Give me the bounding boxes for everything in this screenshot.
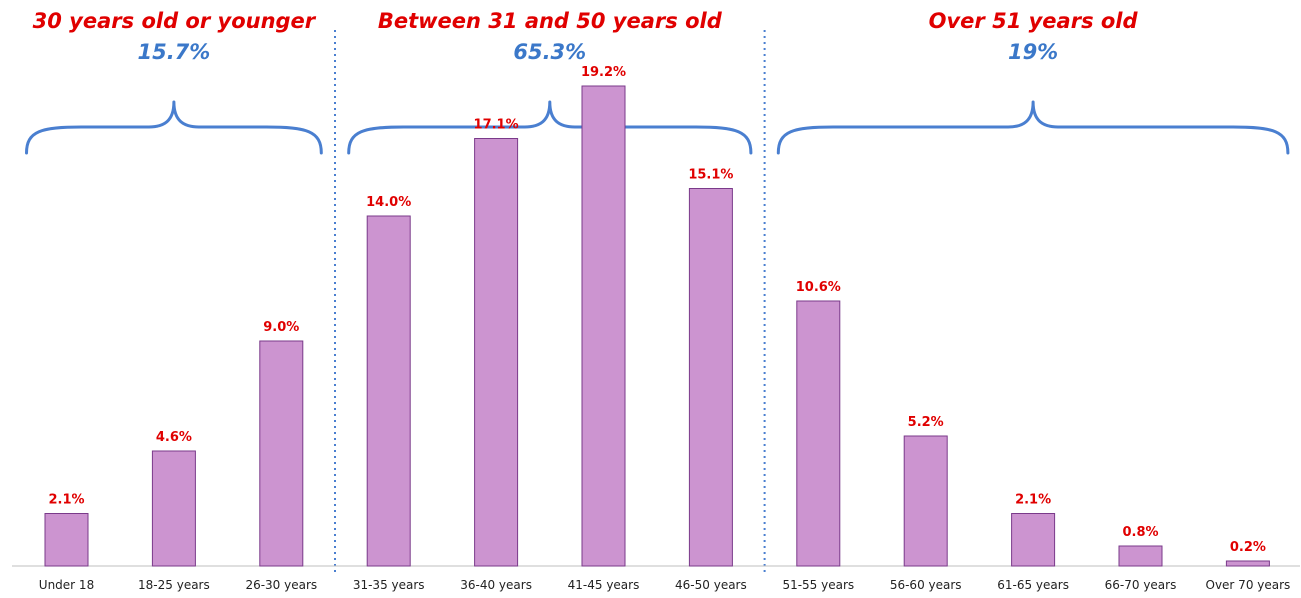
bar-3 [366, 215, 411, 567]
x-tick-label-4: 36-40 years [460, 578, 532, 592]
bar-value-label-5: 19.2% [581, 65, 626, 80]
bar-4 [474, 138, 519, 567]
bar-5 [581, 85, 626, 567]
bar-value-label-2: 9.0% [263, 320, 299, 335]
bar-value-label-0: 2.1% [48, 493, 84, 508]
bar-value-label-10: 0.8% [1122, 525, 1158, 540]
bar-9 [1011, 513, 1056, 567]
group-share-0: 15.7% [137, 40, 210, 64]
bar-value-label-7: 10.6% [796, 280, 841, 295]
group-title-0: 30 years old or younger [33, 9, 317, 33]
bar-8 [903, 435, 948, 567]
bar-value-label-11: 0.2% [1230, 540, 1266, 555]
bar-7 [796, 300, 841, 567]
x-tick-label-8: 56-60 years [890, 578, 962, 592]
bar-value-label-8: 5.2% [908, 415, 944, 430]
x-tick-label-10: 66-70 years [1105, 578, 1177, 592]
bar-1 [151, 450, 196, 567]
x-tick-label-1: 18-25 years [138, 578, 210, 592]
bar-11 [1225, 560, 1270, 567]
group-brace-2 [776, 100, 1290, 155]
x-tick-label-2: 26-30 years [245, 578, 317, 592]
group-brace-1 [347, 100, 753, 155]
group-share-1: 65.3% [513, 40, 586, 64]
x-tick-label-5: 41-45 years [568, 578, 640, 592]
bar-value-label-6: 15.1% [688, 168, 733, 183]
bar-0 [44, 513, 89, 567]
bar-value-label-1: 4.6% [156, 430, 192, 445]
x-tick-labels: Under 18 18-25 years 26-30 years 31-35 year… [39, 578, 1291, 592]
bar-value-label-3: 14.0% [366, 195, 411, 210]
x-tick-label-7: 51-55 years [782, 578, 854, 592]
group-dividers [334, 30, 766, 572]
bar-10 [1118, 545, 1163, 567]
group-title-1: Between 31 and 50 years old [378, 9, 723, 33]
bar-2 [259, 340, 304, 567]
x-tick-label-11: Over 70 years [1206, 578, 1291, 592]
group-braces [25, 100, 1290, 155]
bar-value-label-4: 17.1% [474, 118, 519, 133]
x-tick-label-3: 31-35 years [353, 578, 425, 592]
group-headings: 30 years old or younger 15.7% Between 31 a… [33, 9, 1139, 64]
group-brace-0 [25, 100, 323, 155]
value-labels: 2.1% 4.6% 9.0% 14.0% 17.1% 19.2% 15.1% 10.6% 5.2… [48, 65, 1265, 555]
group-title-2: Over 51 years old [929, 9, 1139, 33]
group-share-2: 19% [1008, 40, 1058, 64]
x-tick-label-6: 46-50 years [675, 578, 747, 592]
x-tick-label-0: Under 18 [39, 578, 94, 592]
x-tick-label-9: 61-65 years [997, 578, 1069, 592]
bar-6 [688, 188, 733, 567]
bars [44, 85, 1270, 567]
bar-value-label-9: 2.1% [1015, 493, 1051, 508]
